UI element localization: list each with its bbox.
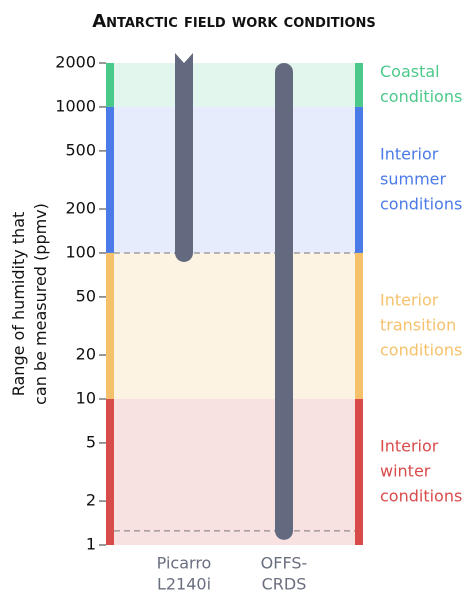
- x-tick-label: Picarro: [157, 554, 212, 573]
- chart-title: Antarctic field work conditions: [92, 11, 376, 32]
- band-label: Interior: [380, 144, 439, 163]
- band-edge: [106, 63, 114, 107]
- y-tick-label: 1: [86, 535, 96, 554]
- band-label: Coastal: [380, 62, 440, 81]
- y-tick-label: 1000: [55, 96, 96, 115]
- band-label: winter: [380, 461, 431, 480]
- y-tick-label: 500: [65, 140, 96, 159]
- band-edge: [355, 63, 363, 107]
- band: [106, 106, 363, 253]
- x-tick-label: OFFS-: [261, 554, 308, 573]
- y-tick-label: 50: [76, 286, 96, 305]
- y-tick-label: 20: [76, 345, 96, 364]
- band-label: summer: [380, 169, 446, 188]
- x-tick-label: CRDS: [262, 575, 307, 594]
- band-label: Interior: [380, 436, 439, 455]
- range-bar: [275, 63, 293, 540]
- band: [106, 63, 363, 107]
- x-tick-label: L2140i: [157, 575, 211, 594]
- range-bar: [175, 53, 193, 262]
- band-edge: [106, 398, 114, 545]
- y-axis-label: Range of humidity that can be measured (p…: [9, 203, 50, 405]
- band: [106, 252, 363, 399]
- y-tick-label: 2: [86, 491, 96, 510]
- y-axis-label-line: can be measured (ppmv): [31, 203, 50, 405]
- band-edge: [106, 252, 114, 399]
- band-label: conditions: [380, 486, 462, 505]
- y-tick-label: 10: [76, 388, 96, 407]
- band-edge: [355, 252, 363, 399]
- band-label: conditions: [380, 87, 462, 106]
- y-tick-label: 2000: [55, 53, 96, 72]
- band-label: conditions: [380, 194, 462, 213]
- band-edge: [355, 398, 363, 545]
- band-label: conditions: [380, 340, 462, 359]
- y-tick-label: 200: [65, 199, 96, 218]
- band-label: transition: [380, 315, 456, 334]
- y-tick-label: 100: [65, 242, 96, 261]
- y-tick-label: 5: [86, 432, 96, 451]
- band-edge: [355, 106, 363, 253]
- y-axis-label-line: Range of humidity that: [9, 212, 28, 397]
- band-label: Interior: [380, 290, 439, 309]
- band: [106, 398, 363, 545]
- band-edge: [106, 106, 114, 253]
